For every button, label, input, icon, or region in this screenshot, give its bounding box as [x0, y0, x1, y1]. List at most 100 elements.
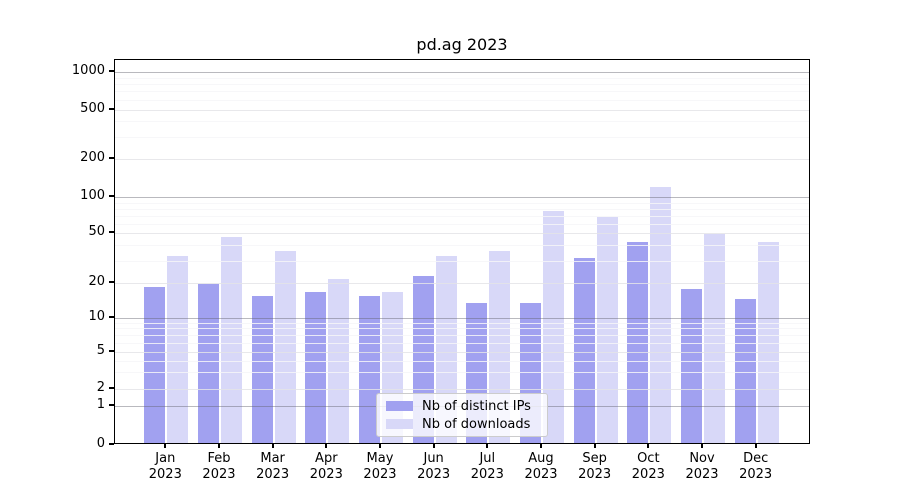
y-tick-mark-50	[109, 231, 114, 234]
bar-oct-downloads	[650, 186, 672, 443]
x-tick-year-feb: 2023	[202, 467, 236, 482]
x-tick-month-aug: Aug	[528, 451, 554, 466]
gridline-minor-700	[115, 91, 809, 93]
x-tick-mark-may	[378, 443, 381, 448]
y-tick-mark-5	[109, 349, 114, 352]
x-tick-label-dec: Dec 2023	[724, 451, 788, 483]
bar-sep-distinct-ips	[573, 257, 595, 443]
bar-apr-distinct-ips	[305, 292, 327, 443]
x-tick-month-oct: Oct	[637, 451, 660, 466]
x-tick-month-may: May	[366, 451, 394, 466]
gridline-minor-70	[115, 215, 809, 217]
x-tick-mark-jan	[164, 443, 167, 448]
x-tick-year-may: 2023	[363, 467, 397, 482]
x-tick-mark-oct	[647, 443, 650, 448]
x-tick-label-aug: Aug 2023	[509, 451, 573, 483]
x-tick-label-jan: Jan 2023	[133, 451, 197, 483]
x-tick-label-sep: Sep 2023	[563, 451, 627, 483]
x-tick-year-jan: 2023	[148, 467, 182, 482]
y-tick-label-100: 100	[80, 188, 105, 204]
x-tick-month-sep: Sep	[582, 451, 607, 466]
bar-aug-downloads	[542, 210, 564, 443]
x-tick-label-jun: Jun 2023	[402, 451, 466, 483]
gridline-100	[115, 197, 809, 199]
x-tick-mark-aug	[539, 443, 542, 448]
bar-apr-downloads	[328, 278, 350, 443]
y-tick-label-0: 0	[96, 435, 105, 451]
x-tick-label-jul: Jul 2023	[455, 451, 519, 483]
x-tick-year-apr: 2023	[309, 467, 343, 482]
x-tick-label-nov: Nov 2023	[670, 451, 734, 483]
legend-label-distinct-ips: Nb of distinct IPs	[422, 398, 531, 414]
bar-feb-downloads	[220, 237, 242, 443]
gridline-minor-80	[115, 208, 809, 210]
y-tick-label-500: 500	[80, 100, 105, 116]
gridline-minor-300	[115, 136, 809, 138]
y-tick-mark-20	[109, 280, 114, 283]
x-tick-month-jan: Jan	[155, 451, 176, 466]
x-tick-mark-sep	[593, 443, 596, 448]
x-tick-mark-jun	[432, 443, 435, 448]
x-tick-year-nov: 2023	[685, 467, 719, 482]
x-tick-mark-feb	[217, 443, 220, 448]
bar-feb-distinct-ips	[197, 283, 219, 443]
legend: Nb of distinct IPs Nb of downloads	[376, 393, 548, 437]
bar-sep-downloads	[596, 217, 618, 443]
x-tick-mark-mar	[271, 443, 274, 448]
y-tick-mark-10	[109, 315, 114, 318]
gridline-minor-400	[115, 121, 809, 123]
x-tick-month-apr: Apr	[315, 451, 338, 466]
gridline-1000	[115, 72, 809, 73]
y-tick-mark-200	[109, 156, 114, 159]
bar-may-distinct-ips	[358, 295, 380, 443]
gridline-minor-800	[115, 84, 809, 86]
x-tick-mark-jul	[486, 443, 489, 448]
x-tick-month-dec: Dec	[743, 451, 769, 466]
x-tick-year-jun: 2023	[417, 467, 451, 482]
x-tick-month-jul: Jul	[479, 451, 496, 466]
gridline-minor-600	[115, 99, 809, 101]
bar-dec-downloads	[757, 242, 779, 443]
bar-dec-distinct-ips	[734, 299, 756, 443]
x-tick-year-mar: 2023	[256, 467, 290, 482]
y-tick-label-1000: 1000	[71, 63, 105, 78]
legend-item-downloads: Nb of downloads	[386, 417, 538, 432]
x-tick-month-feb: Feb	[207, 451, 231, 466]
bar-oct-distinct-ips	[627, 242, 649, 443]
x-tick-label-apr: Apr 2023	[294, 451, 358, 483]
x-tick-mark-dec	[754, 443, 757, 448]
y-tick-label-2: 2	[96, 379, 105, 395]
y-tick-mark-100	[109, 195, 114, 198]
bar-jan-downloads	[167, 255, 189, 443]
x-tick-month-nov: Nov	[689, 451, 715, 466]
legend-item-distinct-ips: Nb of distinct IPs	[386, 399, 538, 414]
bar-nov-distinct-ips	[681, 289, 702, 443]
bar-mar-distinct-ips	[251, 295, 273, 443]
x-tick-year-aug: 2023	[524, 467, 558, 482]
legend-swatch-downloads	[386, 419, 413, 429]
x-tick-label-oct: Oct 2023	[616, 451, 680, 483]
legend-label-downloads: Nb of downloads	[422, 416, 531, 432]
x-tick-mark-nov	[701, 443, 703, 448]
gridline-minor-90	[115, 202, 809, 204]
plot-area	[114, 59, 810, 444]
y-tick-mark-1	[109, 404, 114, 406]
legend-swatch-distinct-ips	[386, 401, 413, 411]
chart-title: pd.ag 2023	[416, 35, 508, 54]
bar-jan-distinct-ips	[144, 286, 166, 443]
gridline-minor-60	[115, 223, 809, 225]
y-tick-label-5: 5	[96, 342, 105, 358]
x-tick-month-jun: Jun	[423, 451, 444, 466]
gridline-minor-900	[115, 77, 809, 79]
x-tick-year-dec: 2023	[739, 467, 773, 482]
y-tick-label-1: 1	[96, 397, 105, 412]
y-tick-label-200: 200	[80, 149, 105, 165]
y-tick-label-50: 50	[88, 224, 105, 240]
gridline-200	[115, 158, 809, 160]
x-tick-label-may: May 2023	[348, 451, 412, 483]
bar-mar-downloads	[274, 250, 296, 443]
x-tick-mark-apr	[325, 443, 328, 448]
y-tick-mark-2	[109, 386, 114, 389]
y-tick-mark-0	[109, 442, 114, 445]
